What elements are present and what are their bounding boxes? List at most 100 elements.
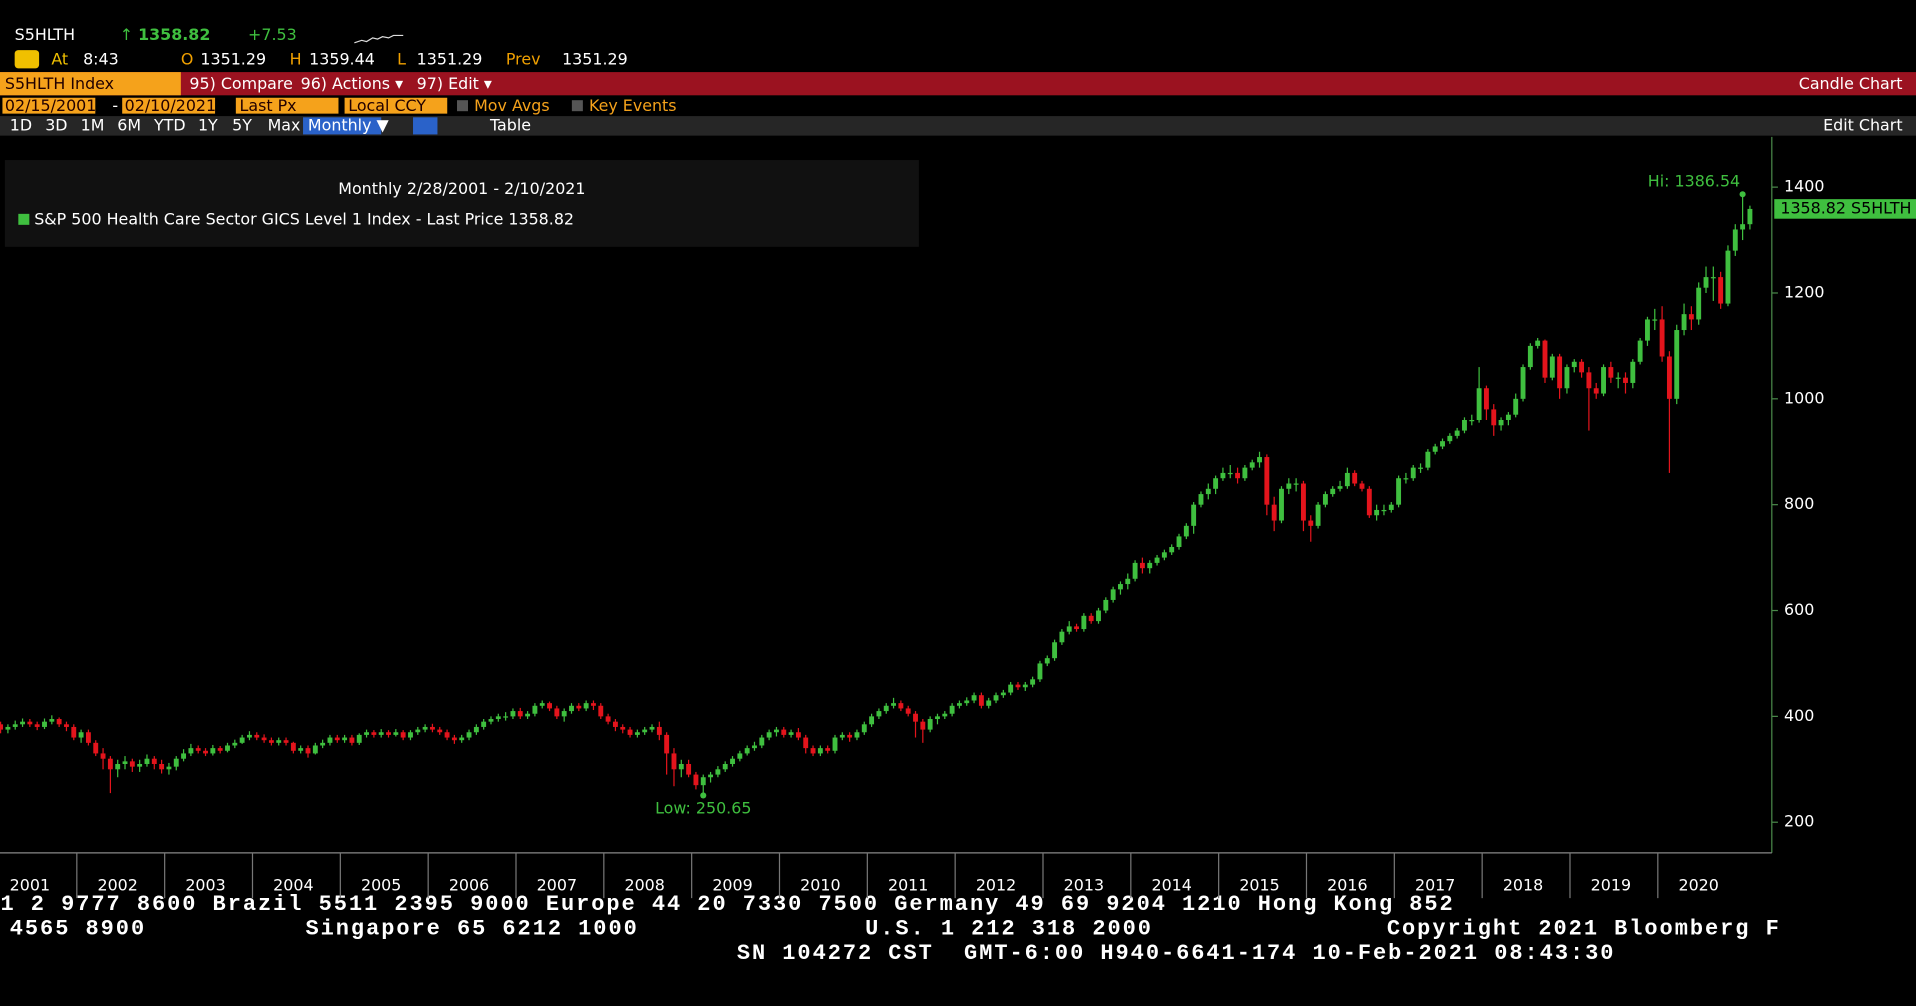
candle-body — [195, 748, 201, 751]
candle-body — [1205, 488, 1211, 495]
end-box[interactable] — [122, 97, 216, 114]
candle-body — [298, 748, 304, 751]
candle-body — [20, 721, 25, 725]
period-button[interactable]: 6M — [117, 115, 141, 134]
open: 1351.29 — [200, 49, 266, 68]
candle-body — [627, 729, 633, 735]
table-button[interactable]: Table — [489, 115, 531, 134]
candle-body — [247, 734, 252, 738]
period-button[interactable]: 1M — [81, 115, 105, 134]
candle-body — [1139, 562, 1145, 569]
candle-body — [495, 716, 501, 720]
low-marker — [700, 792, 707, 799]
candle-body — [173, 758, 179, 767]
candle-body — [1213, 478, 1219, 489]
edit-button[interactable]: 97) Edit ▾ — [417, 74, 492, 93]
candle-body — [1520, 367, 1526, 399]
compare-button[interactable]: 95) Compare — [189, 74, 292, 93]
candle-body — [1293, 483, 1299, 485]
period-button[interactable]: 1D — [10, 115, 32, 134]
candle-body — [1000, 692, 1006, 696]
candle-body — [913, 713, 918, 722]
candle-body — [1425, 451, 1431, 468]
clock-icon — [14, 50, 40, 69]
period-button[interactable]: 3D — [45, 115, 67, 134]
candle-body — [159, 764, 165, 770]
frequency[interactable]: Monthly ▼ — [308, 115, 390, 134]
security-box[interactable] — [0, 72, 181, 96]
checkbox[interactable] — [571, 100, 583, 112]
high-marker — [1739, 191, 1746, 198]
candle-body — [466, 732, 472, 738]
time-label: At — [51, 49, 68, 68]
candle-body — [1279, 488, 1284, 521]
candle-body — [1513, 398, 1519, 415]
edit-chart[interactable]: Edit Chart — [1823, 115, 1902, 134]
ticker-line: 61 2 9777 8600 Brazil 5511 2395 9000 Eur… — [0, 892, 1455, 917]
candle-body — [1410, 467, 1416, 479]
candle-body — [649, 726, 655, 730]
candle-body — [1747, 208, 1753, 225]
period-button[interactable]: 5Y — [232, 115, 252, 134]
candle-body — [1176, 536, 1182, 548]
candle-body — [107, 758, 113, 770]
candle-body — [927, 719, 933, 730]
currency-box[interactable] — [344, 97, 448, 114]
candle-body — [1308, 520, 1314, 526]
actions-button[interactable]: 96) Actions ▾ — [301, 74, 403, 93]
candle-body — [1586, 372, 1592, 389]
low: 1351.29 — [417, 49, 483, 68]
start-box[interactable] — [2, 97, 96, 114]
mov-avgs[interactable]: Mov Avgs — [474, 96, 550, 115]
candle-body — [283, 740, 289, 743]
start-date[interactable]: 02/15/2001 — [5, 96, 97, 115]
candle-body — [1564, 367, 1570, 389]
candle-body — [342, 737, 348, 741]
candle-body — [905, 708, 911, 714]
candle-icon[interactable] — [413, 117, 438, 135]
candle-body — [305, 748, 311, 754]
x-tick-label: 2015 — [1239, 875, 1279, 894]
candle-body — [847, 734, 853, 738]
candle-body — [1242, 467, 1248, 479]
candle-body — [320, 742, 326, 746]
candle-body — [956, 703, 962, 706]
x-tick-label: 2013 — [1064, 875, 1104, 894]
frequency-box[interactable] — [303, 117, 382, 135]
chart-title: Monthly 2/28/2001 - 2/10/2021 — [338, 179, 585, 198]
field-box[interactable] — [235, 97, 339, 114]
candle-body — [1037, 663, 1043, 680]
candle-body — [788, 732, 794, 735]
candle-body — [700, 777, 706, 786]
x-tick-label: 2019 — [1591, 875, 1631, 894]
candle-body — [217, 748, 223, 751]
candle-body — [85, 732, 91, 743]
candle-body — [1022, 684, 1028, 688]
security[interactable]: S5HLTH Index — [5, 74, 114, 93]
period-button[interactable]: Max — [268, 115, 301, 134]
currency[interactable]: Local CCY — [348, 96, 426, 115]
candle-body — [239, 737, 245, 743]
candle-body — [1440, 441, 1445, 447]
candle-body — [1418, 467, 1423, 469]
candle-body — [678, 764, 684, 770]
candle-body — [634, 732, 640, 735]
candle-body — [561, 711, 567, 717]
key-events[interactable]: Key Events — [589, 96, 677, 115]
candle-body — [1154, 557, 1160, 563]
period-button[interactable]: YTD — [153, 115, 186, 134]
legend-entry: S&P 500 Health Care Sector GICS Level 1 … — [34, 209, 574, 228]
candle-body — [203, 750, 208, 754]
candle-body — [1191, 504, 1197, 526]
candle-body — [1249, 462, 1255, 468]
candle-body — [1074, 626, 1079, 630]
x-tick-label: 2020 — [1678, 875, 1718, 894]
field[interactable]: Last Px — [240, 96, 297, 115]
checkbox[interactable] — [457, 100, 469, 112]
end-date[interactable]: 02/10/2021 — [125, 96, 216, 115]
period-button[interactable]: 1Y — [198, 115, 218, 134]
candle-body — [1681, 314, 1687, 331]
x-tick-label: 2008 — [624, 875, 664, 894]
candle-body — [598, 705, 604, 717]
candle-body — [1257, 457, 1262, 463]
